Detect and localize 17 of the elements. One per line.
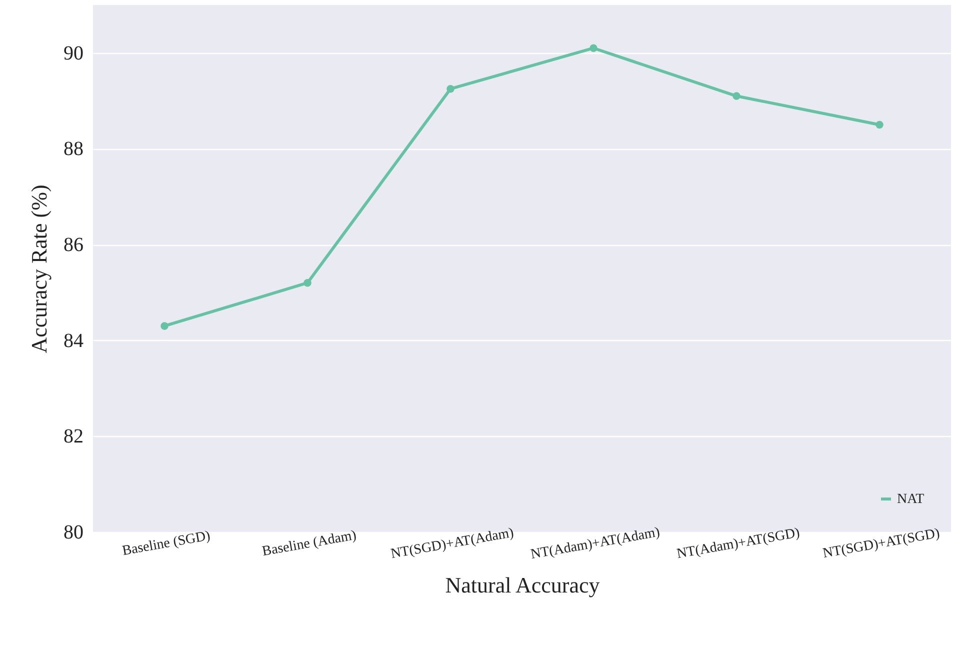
point <box>160 322 168 330</box>
y-tick-label: 82 <box>64 426 84 448</box>
point <box>876 120 884 129</box>
y-tick-label: 80 <box>64 522 84 544</box>
y-tick-label: 88 <box>64 138 84 160</box>
point <box>446 84 454 93</box>
x-tick-label: Baseline (SGD) <box>121 528 212 560</box>
y-tick-label: 86 <box>64 234 84 256</box>
y-tick-label: 90 <box>64 42 84 64</box>
point <box>732 92 740 100</box>
point <box>590 44 598 52</box>
legend-label: NAT <box>897 492 925 507</box>
y-axis-title: Accuracy Rate (%) <box>26 184 52 354</box>
x-axis-title: Natural Accuracy <box>445 572 600 598</box>
y-tick-label: 84 <box>64 330 84 352</box>
point <box>304 279 312 287</box>
x-tick-label: Baseline (Adam) <box>261 528 358 560</box>
